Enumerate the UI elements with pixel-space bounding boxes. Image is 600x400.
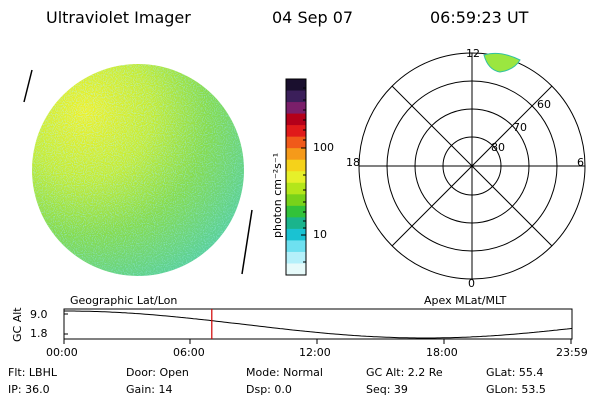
ytick-top: 9.0 (30, 308, 48, 321)
lat-label-70: 70 (513, 121, 527, 134)
mlt-label-18: 18 (346, 156, 360, 169)
ip-status: IP: 36.0 (8, 383, 50, 396)
time-label: 06:59:23 UT (430, 8, 529, 27)
seq-status: Seq: 39 (366, 383, 408, 396)
colorbar-segment (286, 194, 306, 207)
colorbar (286, 79, 306, 276)
apex-caption: Apex MLat/MLT (424, 294, 507, 307)
date-label: 04 Sep 07 (272, 8, 354, 27)
colorbar-segment (286, 217, 306, 230)
mode-status: Mode: Normal (246, 366, 323, 379)
instrument-title: Ultraviolet Imager (46, 8, 191, 27)
mlt-label-12: 12 (466, 47, 480, 60)
colorbar-unit-label: photon cm⁻²s⁻¹ (271, 152, 284, 238)
xtick-0000: 00:00 (46, 346, 78, 359)
colorbar-segment (286, 148, 306, 161)
glon-status: GLon: 53.5 (486, 383, 546, 396)
colorbar-segment (286, 182, 306, 195)
colorbar-segment (286, 251, 306, 264)
door-status: Door: Open (126, 366, 189, 379)
colorbar-segment (286, 90, 306, 103)
colorbar-segment (286, 113, 306, 126)
colorbar-segment (286, 125, 306, 138)
xtick-1200: 12:00 (299, 346, 331, 359)
xtick-1800: 18:00 (426, 346, 458, 359)
polar-grid (358, 52, 586, 280)
colorbar-segment (286, 263, 306, 276)
colorbar-segment (286, 205, 306, 218)
ytick-bottom: 1.8 (30, 327, 48, 340)
colorbar-segment (286, 102, 306, 115)
xtick-0600: 06:00 (173, 346, 205, 359)
sun-direction-marker-bottom (241, 209, 253, 275)
colorbar-segment (286, 159, 306, 172)
colorbar-segment (286, 228, 306, 241)
colorbar-segment (286, 171, 306, 184)
timeline-plot (63, 308, 573, 344)
mlt-label-0: 0 (468, 277, 475, 290)
gc-alt-status: GC Alt: 2.2 Re (366, 366, 443, 379)
xtick-2359: 23:59 (556, 346, 588, 359)
gain-status: Gain: 14 (126, 383, 173, 396)
mlt-label-6: 6 (577, 156, 584, 169)
timeline-ylabel: GC Alt (11, 307, 24, 342)
colorbar-segment (286, 79, 306, 92)
geographic-caption: Geographic Lat/Lon (70, 294, 178, 307)
colorbar-minor-ticks (303, 87, 306, 263)
filter-status: Flt: LBHL (8, 366, 57, 379)
earth-image-disc (32, 64, 244, 276)
lat-label-60: 60 (537, 98, 551, 111)
colorbar-tick-10: 10 (313, 228, 327, 241)
dsp-status: Dsp: 0.0 (246, 383, 292, 396)
colorbar-segment (286, 136, 306, 149)
lat-label-80: 80 (491, 141, 505, 154)
altitude-curve (64, 310, 573, 339)
colorbar-segment (286, 240, 306, 253)
auroral-emission-patch (483, 52, 521, 73)
colorbar-frame (285, 78, 307, 276)
glat-status: GLat: 55.4 (486, 366, 544, 379)
sun-direction-marker-top (23, 69, 33, 103)
colorbar-tick-100: 100 (313, 141, 334, 154)
